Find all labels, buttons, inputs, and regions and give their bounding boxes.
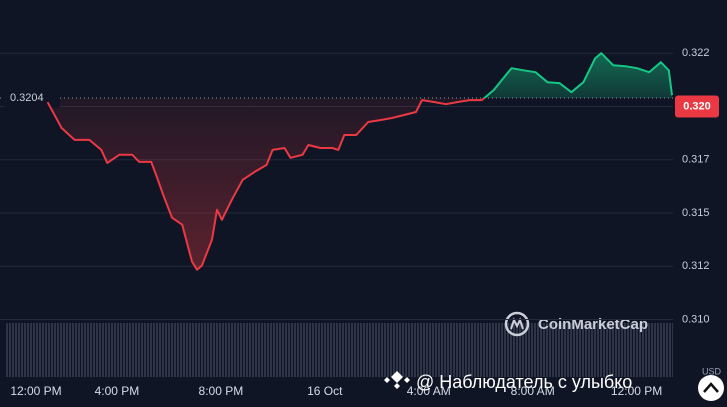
overlay-text: @ Наблюдатель с улыбко xyxy=(416,372,632,392)
price-badge xyxy=(675,95,719,118)
price-line xyxy=(46,52,673,271)
volume-bars xyxy=(5,323,673,377)
baseline-label: 0.3204 xyxy=(10,92,44,104)
x-tick-label: 12:00 PM xyxy=(611,384,662,398)
overlay: @ Наблюдатель с улыбко xyxy=(384,371,724,401)
baseline-badge xyxy=(4,87,60,108)
x-tick-label: 4:00 AM xyxy=(407,384,451,398)
x-tick-label: 4:00 PM xyxy=(95,384,140,398)
watermark-text: CoinMarketCap xyxy=(538,316,648,333)
watermark: CoinMarketCap xyxy=(504,311,648,337)
scroll-button[interactable] xyxy=(698,375,724,401)
area-fill xyxy=(47,53,673,270)
y-tick-label: 0.322 xyxy=(682,47,710,59)
currency: USD xyxy=(702,366,722,376)
x-tick-label: 8:00 PM xyxy=(199,384,244,398)
y-tick-label: 0.312 xyxy=(682,260,710,272)
y-tick-label: 0.320 xyxy=(683,100,711,112)
y-tick-label: 0.317 xyxy=(682,154,710,166)
x-tick-label: 12:00 PM xyxy=(10,384,61,398)
x-tick-label: 16 Oct xyxy=(307,384,343,398)
y-tick-label: 0.315 xyxy=(682,207,710,219)
x-tick-label: 8:00 AM xyxy=(511,384,555,398)
y-tick-label: 0.310 xyxy=(682,313,710,325)
scroll-icon xyxy=(703,382,719,393)
